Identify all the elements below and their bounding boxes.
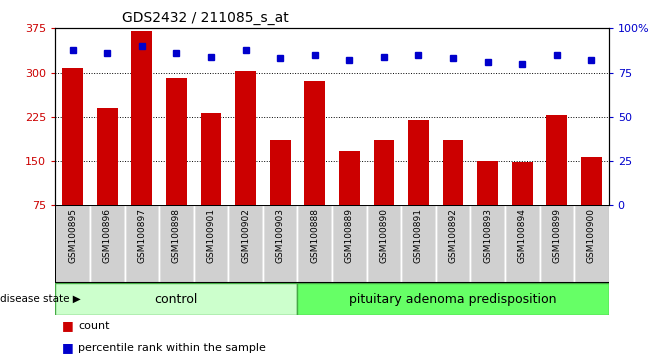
Text: GSM100891: GSM100891 [414,208,423,263]
Bar [235,72,256,205]
Bar [332,205,367,283]
Text: GSM100896: GSM100896 [103,208,112,263]
Bar [166,79,187,205]
Text: control: control [155,293,198,306]
Text: disease state ▶: disease state ▶ [0,294,81,304]
Bar [90,205,124,283]
Bar [581,157,602,205]
Bar [546,115,567,205]
Text: GDS2432 / 211085_s_at: GDS2432 / 211085_s_at [122,11,288,24]
Text: GSM100900: GSM100900 [587,208,596,263]
Bar [124,205,159,283]
Bar [159,205,194,283]
Bar [339,151,359,205]
Text: percentile rank within the sample: percentile rank within the sample [78,343,266,353]
Text: GSM100899: GSM100899 [552,208,561,263]
Text: GSM100892: GSM100892 [449,208,458,263]
Bar [263,205,298,283]
Bar [201,113,221,205]
Bar [512,162,533,205]
Bar [367,205,401,283]
Bar [436,205,470,283]
Text: GSM100901: GSM100901 [206,208,215,263]
Bar [505,205,540,283]
Bar [132,31,152,205]
Text: GSM100893: GSM100893 [483,208,492,263]
Bar [298,205,332,283]
Text: GSM100894: GSM100894 [518,208,527,263]
Bar [55,205,90,283]
Bar [540,205,574,283]
Bar [401,205,436,283]
Bar [62,68,83,205]
Text: count: count [78,321,109,331]
Text: GSM100888: GSM100888 [311,208,319,263]
Bar [470,205,505,283]
Text: pituitary adenoma predisposition: pituitary adenoma predisposition [350,293,557,306]
Text: GSM100890: GSM100890 [380,208,389,263]
Text: GSM100889: GSM100889 [345,208,353,263]
Text: GSM100898: GSM100898 [172,208,181,263]
Bar [477,161,498,205]
Text: GSM100897: GSM100897 [137,208,146,263]
Text: ■: ■ [62,341,74,354]
Bar [55,283,298,315]
Bar [270,141,290,205]
Text: GSM100902: GSM100902 [241,208,250,263]
Bar [443,141,464,205]
Bar [229,205,263,283]
Bar [298,283,609,315]
Text: GSM100903: GSM100903 [275,208,284,263]
Bar [374,141,395,205]
Bar [574,205,609,283]
Bar [97,108,118,205]
Text: GSM100895: GSM100895 [68,208,77,263]
Text: ■: ■ [62,319,74,332]
Bar [408,120,429,205]
Bar [305,81,325,205]
Bar [194,205,229,283]
